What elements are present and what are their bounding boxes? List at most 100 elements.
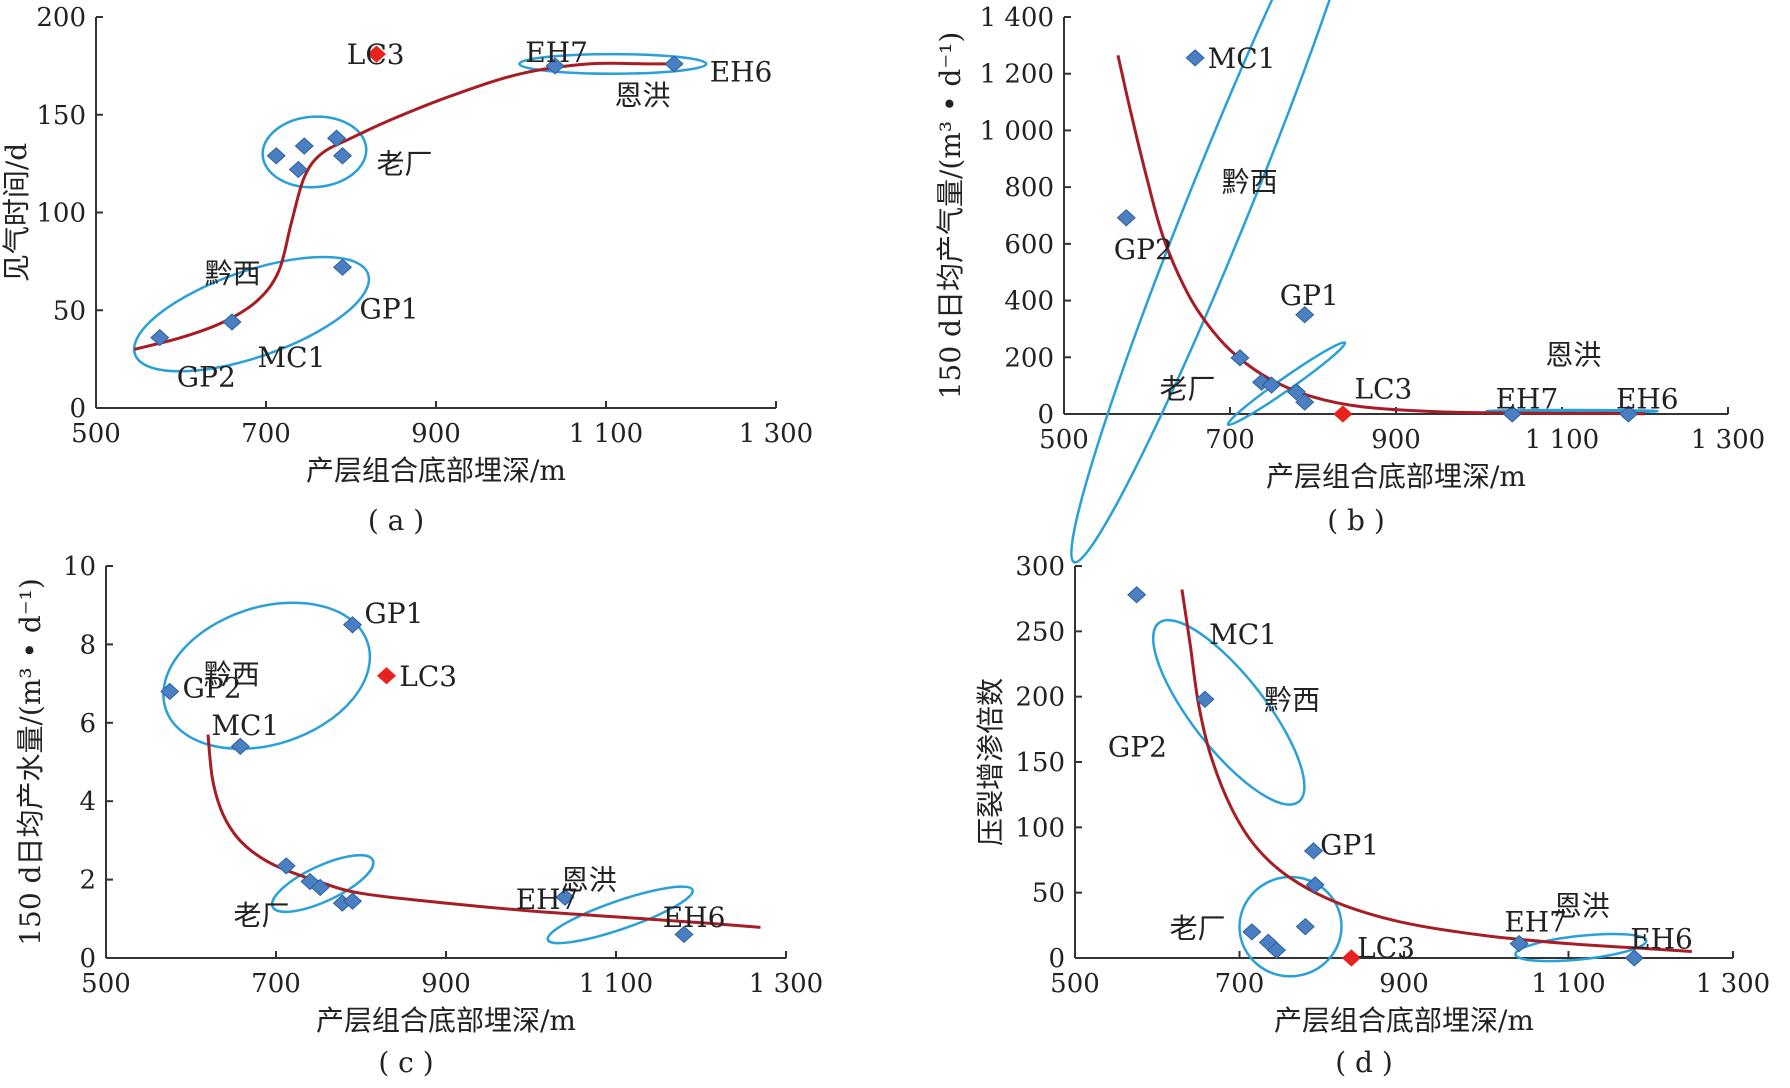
x-tick-label: 700 (251, 969, 301, 999)
annotation-label: GP2 (183, 672, 242, 705)
y-tick-label: 100 (1015, 813, 1065, 843)
x-tick-label: 1 300 (749, 969, 823, 999)
annotation-label: 黔西 (205, 257, 261, 290)
data-point (1618, 405, 1638, 423)
group-ellipse (546, 885, 694, 945)
annotation-label: GP1 (360, 292, 419, 325)
x-tick-label: 700 (241, 419, 291, 449)
annotation-label: GP1 (1280, 279, 1339, 312)
data-point (1266, 941, 1287, 959)
data-point (160, 682, 180, 701)
data-point (150, 328, 170, 347)
data-point (332, 147, 353, 165)
y-tick-label: 250 (1015, 617, 1065, 647)
x-tick-label: 700 (1205, 425, 1255, 455)
data-point (555, 888, 575, 906)
x-tick-label: 1 100 (1525, 425, 1599, 455)
y-tick-label: 4 (79, 787, 96, 817)
x-tick-label: 900 (1379, 969, 1429, 999)
group-ellipse (518, 52, 708, 75)
fit-curve (133, 61, 683, 351)
data-point (1624, 949, 1644, 967)
data-point (222, 313, 242, 331)
data-point (1261, 376, 1282, 394)
chart-panel-c: 500 700 900 1 100 1 300 0 2 4 6 8 10 产层组合底部埋深/m 150 … (14, 552, 823, 1079)
y-tick-label: 2 (79, 866, 96, 896)
annotation-label: LC3 (347, 38, 405, 71)
x-tick-label: 1 100 (1531, 969, 1605, 999)
y-tick-label: 150 (36, 101, 86, 131)
annotation-label: 恩洪 (1554, 890, 1610, 923)
annotation-label: MC1 (258, 341, 326, 374)
data-point (1303, 842, 1324, 860)
annotation-label: EH6 (1630, 922, 1693, 955)
annotation-label: GP2 (177, 361, 236, 394)
group-ellipse (1514, 932, 1648, 963)
x-tick-label: 1 100 (569, 419, 643, 449)
x-tick-label: 1 300 (739, 419, 813, 449)
highlight-point (1333, 405, 1353, 423)
panel-label: ( d ) (1335, 1046, 1393, 1079)
x-tick-label: 700 (1215, 969, 1265, 999)
y-tick-label: 400 (1004, 287, 1054, 317)
annotation-label: GP1 (1320, 828, 1379, 861)
fit-curve (206, 734, 761, 929)
highlight-point (376, 667, 397, 685)
annotation-label: GP2 (1108, 730, 1167, 763)
x-tick-label: 1 300 (1691, 425, 1765, 455)
group-ellipse (270, 853, 375, 914)
y-axis-label: 150 d日均产水量/(m³ • d⁻¹) (14, 578, 47, 946)
annotation-label: EH6 (1616, 382, 1679, 415)
y-axis-label: 压裂增渗倍数 (974, 678, 1007, 846)
group-ellipse (162, 601, 372, 751)
chart-panel-a: 500 700 900 1 100 1 300 0 50 100 150 200 产层组合底部埋深/… (0, 3, 813, 537)
data-point (1185, 49, 1205, 67)
annotation-label: EH7 (525, 36, 588, 69)
x-tick-label: 900 (421, 969, 471, 999)
data-point (1502, 405, 1522, 423)
x-axis-label: 产层组合底部埋深/m (1266, 460, 1526, 493)
chart-panel-d: 500 700 900 1 100 1 300 0 50 100 150 200 250 300 产层组… (974, 552, 1770, 1079)
annotation-label: EH6 (710, 56, 773, 89)
x-axis-label: 产层组合底部埋深/m (316, 1004, 576, 1037)
fit-curve (1180, 589, 1692, 953)
data-point (1286, 383, 1306, 401)
data-point (674, 925, 694, 944)
data-point (1242, 923, 1262, 941)
annotation-label: LC3 (1355, 372, 1413, 405)
y-tick-label: 200 (1004, 343, 1054, 373)
x-tick-label: 900 (411, 419, 461, 449)
y-tick-label: 200 (36, 3, 86, 33)
y-tick-label: 800 (1004, 173, 1054, 203)
data-point (1295, 393, 1315, 411)
data-point (1230, 349, 1250, 367)
data-point (1127, 586, 1147, 604)
x-tick-label: 1 100 (579, 969, 653, 999)
annotation-label: 老厂 (1159, 372, 1215, 405)
y-tick-label: 200 (1015, 683, 1065, 713)
y-tick-label: 6 (79, 709, 96, 739)
y-axis-label: 见气时间/d (0, 143, 33, 282)
chart-panel-b: 500 700 900 1 100 1 300 0 200 400 600 800 1 000 1 2… (934, 0, 1765, 564)
annotation-label: 黔西 (1264, 683, 1320, 716)
annotation-label: GP2 (1114, 233, 1173, 266)
y-tick-label: 50 (1032, 879, 1065, 909)
data-point (327, 129, 347, 147)
annotation-label: EH7 (1504, 905, 1567, 938)
y-tick-label: 0 (1048, 944, 1065, 974)
data-point (230, 737, 250, 755)
x-axis-label: 产层组合底部埋深/m (1274, 1004, 1534, 1037)
group-ellipse (1238, 875, 1343, 978)
panel-label: ( a ) (368, 504, 424, 537)
data-point (342, 892, 363, 910)
group-ellipse (1070, 0, 1377, 564)
data-point (1295, 917, 1315, 936)
data-point (1195, 690, 1215, 708)
panel-label: ( b ) (1327, 504, 1385, 537)
data-point (276, 857, 296, 875)
y-tick-label: 600 (1004, 230, 1054, 260)
x-tick-label: 1 300 (1696, 969, 1770, 999)
annotation-label: MC1 (211, 709, 279, 742)
data-point (332, 258, 353, 276)
